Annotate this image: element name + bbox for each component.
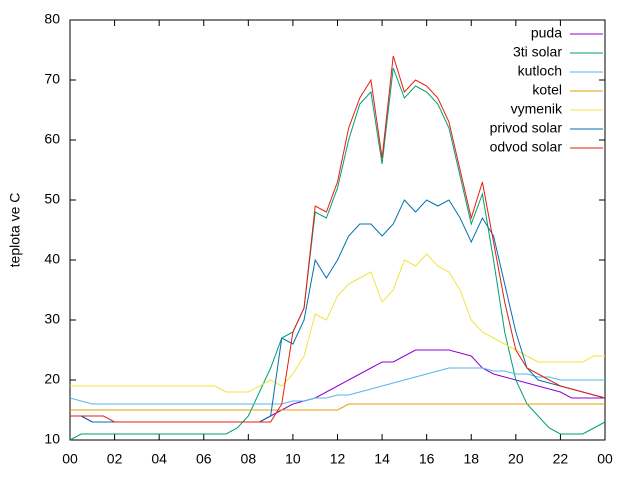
- y-axis-label: teplota ve C: [7, 193, 23, 268]
- y-tick-label: 70: [44, 71, 60, 87]
- x-tick-label: 06: [196, 451, 212, 467]
- series-line: [69, 367, 605, 405]
- x-tick-label: 22: [553, 451, 569, 467]
- legend-label: kotel: [532, 82, 562, 98]
- x-tick-label: 18: [463, 451, 479, 467]
- y-tick-label: 30: [44, 311, 60, 327]
- legend-label: odvod solar: [490, 139, 563, 155]
- x-tick-label: 00: [62, 451, 78, 467]
- y-tick-label: 20: [44, 371, 60, 387]
- plot-frame: [69, 19, 606, 441]
- y-tick-label: 40: [44, 251, 60, 267]
- series-line: [69, 67, 606, 441]
- x-tick-label: 10: [285, 451, 301, 467]
- x-tick-label: 00: [597, 451, 613, 467]
- x-tick-label: 02: [107, 451, 123, 467]
- legend-label: 3ti solar: [513, 44, 562, 60]
- x-tick-label: 16: [419, 451, 435, 467]
- series-line: [70, 253, 605, 393]
- legend-label: kutloch: [518, 63, 562, 79]
- x-tick-label: 14: [374, 451, 390, 467]
- series-line: [70, 199, 606, 423]
- x-tick-label: 20: [508, 451, 524, 467]
- y-tick-label: 80: [44, 11, 60, 27]
- legend-label: privod solar: [490, 120, 563, 136]
- legend-label: vymenik: [511, 101, 563, 117]
- series-line: [70, 403, 605, 411]
- x-tick-label: 08: [241, 451, 257, 467]
- x-tick-label: 12: [330, 451, 346, 467]
- series-line: [70, 55, 606, 423]
- y-tick-label: 10: [44, 431, 60, 447]
- legend-label: puda: [531, 25, 562, 41]
- y-tick-label: 60: [44, 131, 60, 147]
- y-tick-label: 50: [44, 191, 60, 207]
- x-tick-label: 04: [151, 451, 167, 467]
